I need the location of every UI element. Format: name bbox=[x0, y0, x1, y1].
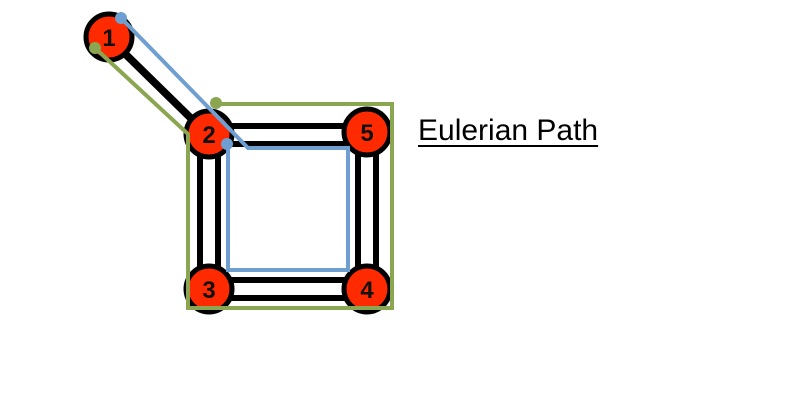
node-4: 4 bbox=[341, 263, 393, 315]
edge-2-5 bbox=[207, 123, 369, 147]
node-5: 5 bbox=[341, 106, 393, 158]
green-path bbox=[89, 42, 394, 310]
edge-4-5 bbox=[355, 129, 379, 293]
edge-3-4 bbox=[207, 277, 369, 301]
node-3-label: 3 bbox=[202, 277, 215, 304]
green-path-start-dot bbox=[89, 42, 101, 54]
blue-path bbox=[115, 12, 350, 272]
node-2-label: 2 bbox=[202, 122, 215, 149]
node-3: 3 bbox=[183, 263, 235, 315]
node-4-label: 4 bbox=[360, 277, 374, 304]
node-1-label: 1 bbox=[102, 25, 115, 52]
blue-path-start-dot bbox=[115, 12, 127, 24]
edge-2-3 bbox=[197, 129, 221, 293]
node-2: 2 bbox=[183, 108, 235, 160]
diagram-title: Eulerian Path bbox=[418, 114, 599, 147]
graph-edges bbox=[97, 25, 379, 301]
green-path-end-dot bbox=[210, 97, 222, 109]
blue-path-end-dot bbox=[221, 138, 233, 150]
node-5-label: 5 bbox=[360, 120, 373, 147]
